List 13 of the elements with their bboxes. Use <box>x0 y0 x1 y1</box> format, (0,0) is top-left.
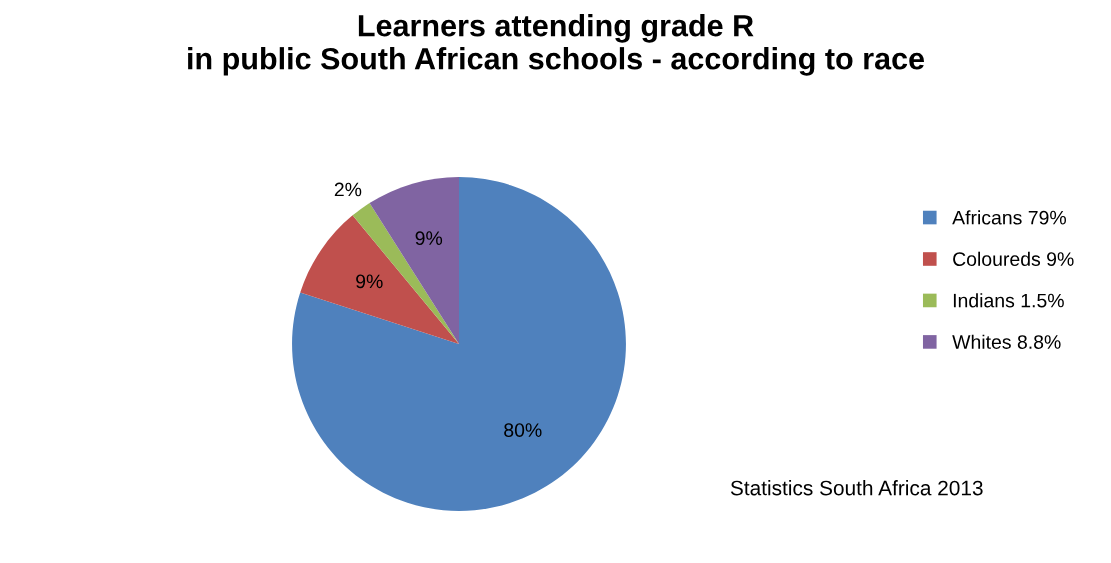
legend-label: Whites 8.8% <box>952 334 1061 349</box>
chart-title: Learners attending grade R in public South African schools - according to race <box>188 14 925 76</box>
legend-label: Africans 79% <box>952 210 1066 225</box>
legend-label: Coloureds 9% <box>953 251 1074 266</box>
data-label: 80% <box>504 423 542 437</box>
pie-slice <box>352 203 459 344</box>
data-label: 2% <box>334 182 362 197</box>
data-label: 9% <box>415 231 443 246</box>
pie-slice <box>292 177 626 511</box>
data-label: 9% <box>356 274 383 289</box>
legend-label: Indians 1.5% <box>953 293 1064 308</box>
pie-slice <box>300 215 459 344</box>
text: Statistics South Africa 2013 <box>730 480 983 496</box>
